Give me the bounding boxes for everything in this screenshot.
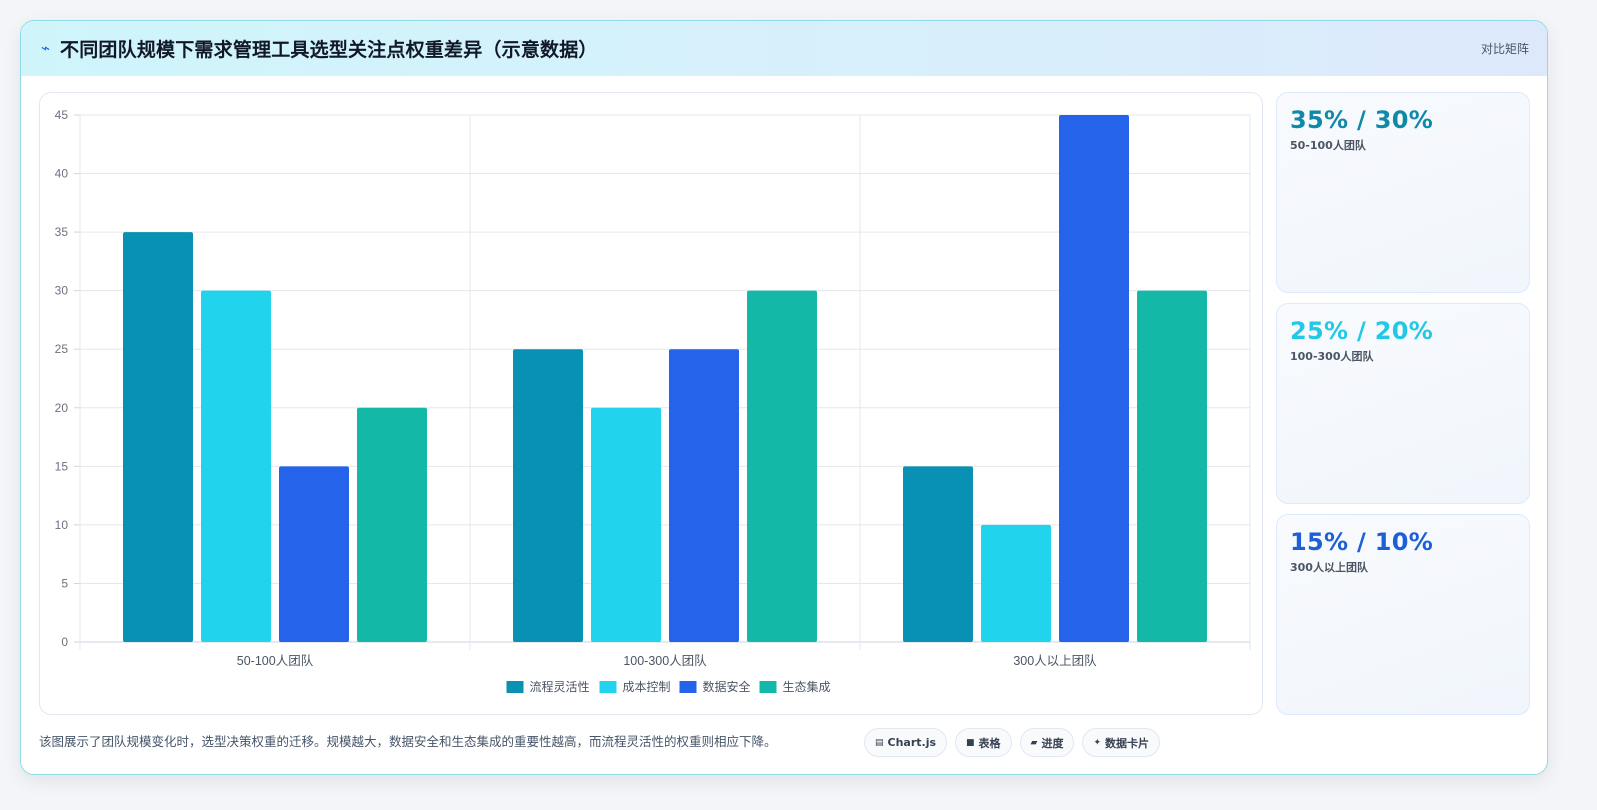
progress-icon: ▰ [1030,737,1038,748]
x-tick-label: 300人以上团队 [1013,653,1097,668]
y-tick-label: 5 [61,576,68,590]
y-tick-label: 10 [55,518,69,532]
legend-label: 成本控制 [623,680,671,694]
y-tick-label: 15 [55,459,69,473]
lightning-icon: ⌁ [41,39,51,57]
stat-label: 50-100人团队 [1290,139,1366,152]
chip-label: 数据卡片 [1105,736,1150,750]
chart-description: 该图展示了团队规模变化时，选型决策权重的迁移。规模越大，数据安全和生态集成的重要… [39,734,777,749]
legend-label: 数据安全 [703,679,751,694]
header-tag: 对比矩阵 [1480,42,1529,56]
chip-progress[interactable]: ▰ 进度 [1019,728,1075,757]
bar [513,349,583,642]
stat-card-small-team: 35% / 30% 50-100人团队 [1276,92,1530,293]
stat-card-medium-team: 25% / 20% 100-300人团队 [1276,303,1530,504]
y-tick-label: 20 [55,401,69,415]
stat-value: 15% / 10% [1290,528,1434,556]
bar-chart: 0 5 10 15 20 25 30 35 40 45 50-100人团队 100-300人团队 300… [55,108,1251,694]
y-tick-label: 45 [55,108,69,122]
bar [669,349,739,642]
legend-swatch [759,681,777,693]
bar [903,466,973,642]
legend-swatch [599,681,617,693]
y-tick-label: 30 [55,284,69,298]
y-tick-label: 25 [55,342,69,356]
y-tick-label: 0 [61,635,68,649]
stat-label: 100-300人团队 [1290,350,1374,363]
bar [591,407,661,642]
bar [279,466,349,642]
chip-group: ▤ Chart.js ■ 表格 ▰ 进度 ✦ 数据卡片 [864,728,1161,757]
bar [123,232,193,642]
chart-panel: 0 5 10 15 20 25 30 35 40 45 50-100人团队 100-300人团队 300… [39,92,1263,715]
bar [357,407,427,642]
y-tick-label: 35 [55,225,69,239]
page-title: 不同团队规模下需求管理工具选型关注点权重差异（示意数据） [60,39,598,61]
bar [1137,290,1207,642]
table-icon: ■ [966,737,975,748]
stat-label: 300人以上团队 [1290,561,1368,574]
bar [981,524,1051,642]
x-tick-label: 50-100人团队 [237,653,314,668]
stat-value: 35% / 30% [1290,106,1434,134]
chip-label: Chart.js [887,736,937,749]
chart-card: ⌁ 不同团队规模下需求管理工具选型关注点权重差异（示意数据） 对比矩阵 0 5 10… [20,20,1548,775]
card-header: ⌁ 不同团队规模下需求管理工具选型关注点权重差异（示意数据） 对比矩阵 [21,21,1547,76]
chip-data-card[interactable]: ✦ 数据卡片 [1082,728,1161,757]
chip-table[interactable]: ■ 表格 [955,728,1012,757]
chip-label: 进度 [1041,736,1064,750]
title-wrap: ⌁ 不同团队规模下需求管理工具选型关注点权重差异（示意数据） [41,35,598,62]
sparkle-icon: ✦ [1093,737,1102,748]
chart-icon: ▤ [875,737,884,748]
chip-chartjs[interactable]: ▤ Chart.js [864,728,948,757]
stat-card-large-team: 15% / 10% 300人以上团队 [1276,514,1530,715]
legend-label: 生态集成 [783,679,831,694]
bar [201,290,271,642]
bar [747,290,817,642]
stat-value: 25% / 20% [1290,317,1434,345]
y-tick-label: 40 [55,167,69,181]
x-tick-label: 100-300人团队 [623,653,707,668]
bar [1059,115,1129,642]
legend-label: 流程灵活性 [530,679,590,694]
legend-swatch [506,681,524,693]
chip-label: 表格 [978,736,1001,750]
legend-swatch [679,681,697,693]
